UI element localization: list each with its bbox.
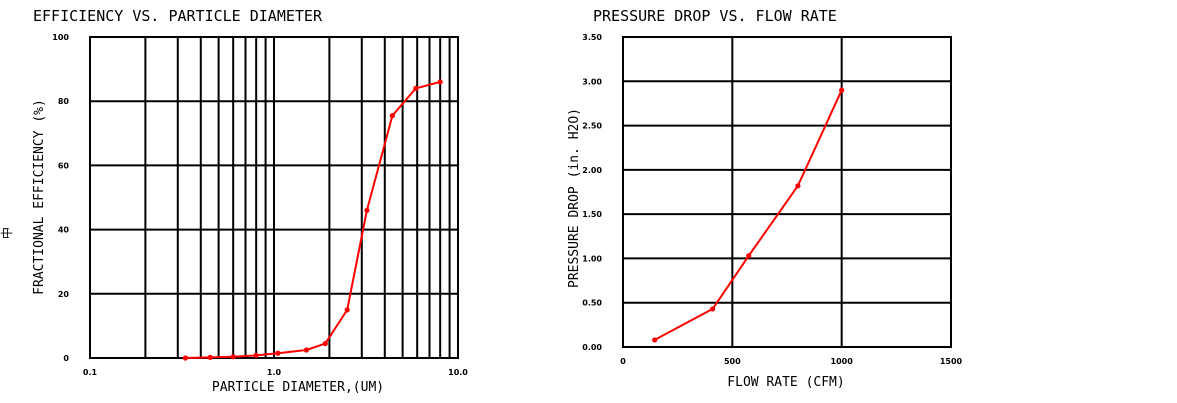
chart-title: EFFICIENCY VS. PARTICLE DIAMETER: [33, 7, 323, 25]
x-tick-label: 500: [724, 357, 741, 366]
data-point: [253, 352, 259, 359]
data-point: [795, 183, 801, 189]
x-axis-label: PARTICLE DIAMETER,(UM): [212, 380, 384, 395]
y-tick-label: 3.00: [582, 77, 602, 86]
data-point: [364, 207, 370, 213]
data-point: [437, 79, 443, 85]
data-point: [303, 347, 310, 353]
data-point: [344, 307, 350, 313]
y-tick-label: 0.00: [582, 343, 602, 352]
data-point: [839, 87, 845, 93]
x-tick-label: 1000: [831, 357, 854, 366]
data-point: [389, 113, 395, 119]
pressure-drop-chart: PRESSURE DROP VS. FLOW RATE FLOW RATE (C…: [567, 7, 963, 390]
x-tick-label: 10.0: [448, 368, 468, 377]
y-tick-label: 3.50: [582, 33, 602, 42]
efficiency-chart: EFFICIENCY VS. PARTICLE DIAMETER PARTICL…: [32, 7, 468, 395]
y-tick-label: 100: [52, 33, 69, 42]
y-tick-label: 1.00: [582, 254, 602, 263]
plot-frame: [89, 36, 459, 359]
y-axis-label: PRESSURE DROP (in. H2O): [567, 108, 582, 288]
data-point: [207, 354, 213, 360]
data-point: [413, 85, 419, 91]
y-tick-label: 20: [58, 290, 70, 299]
y-tick-label: 60: [58, 161, 70, 170]
x-tick-label: 0: [620, 357, 626, 366]
data-point: [182, 355, 189, 361]
y-tick-label: 80: [58, 97, 70, 106]
data-point: [275, 350, 281, 356]
x-tick-label: 1500: [940, 357, 963, 366]
data-point: [322, 340, 328, 347]
y-tick-label: 2.00: [582, 166, 602, 175]
y-tick-label: 40: [58, 226, 70, 235]
y-tick-label: 0: [63, 354, 69, 363]
data-point: [746, 253, 752, 259]
x-tick-label: 1.0: [267, 368, 282, 377]
data-point: [710, 306, 716, 312]
series-line: [185, 80, 441, 359]
data-point: [230, 354, 236, 360]
data-point: [652, 337, 658, 343]
chart-title: PRESSURE DROP VS. FLOW RATE: [593, 7, 837, 25]
y-tick-label: 0.50: [582, 299, 602, 308]
y-tick-label: 1.50: [582, 210, 602, 219]
y-axis-label: FRACTIONAL EFFICIENCY (%): [32, 99, 47, 295]
edge-mark-glyph: 中: [0, 227, 14, 239]
y-tick-label: 2.50: [582, 122, 602, 131]
x-tick-label: 0.1: [83, 368, 98, 377]
x-axis-label: FLOW RATE (CFM): [727, 375, 844, 390]
plot-frame: [622, 36, 952, 348]
